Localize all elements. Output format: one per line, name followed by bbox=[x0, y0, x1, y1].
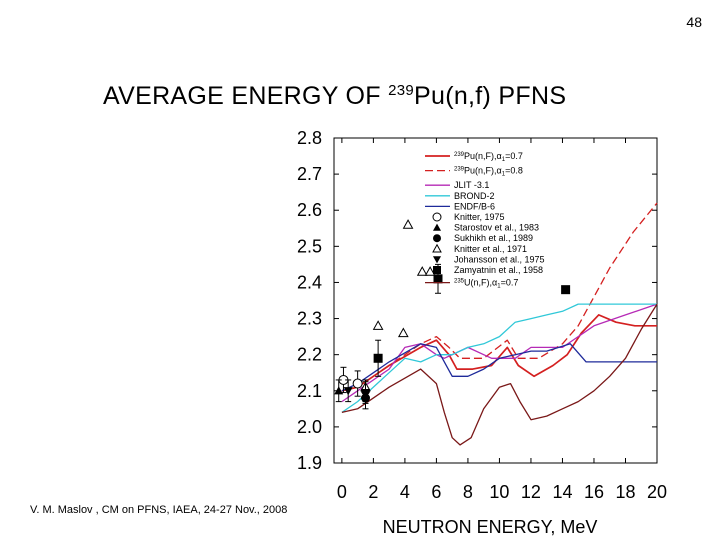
data-point bbox=[352, 378, 363, 389]
data-point bbox=[561, 285, 571, 295]
slide-title-sup: 239 bbox=[388, 82, 415, 99]
x-tick-label: 0 bbox=[337, 482, 347, 502]
plot-frame bbox=[333, 137, 658, 464]
legend-label: 235U(n,F),α1=0.7 bbox=[454, 278, 518, 290]
legend-label: Starostov et al., 1983 bbox=[454, 223, 539, 233]
legend-label: Johansson et al., 1975 bbox=[454, 254, 545, 264]
data-point bbox=[424, 266, 436, 276]
x-axis-title: NEUTRON ENERGY, MeV bbox=[383, 517, 598, 537]
legend-label: Knitter, 1975 bbox=[454, 212, 505, 222]
series-line bbox=[341, 314, 657, 392]
x-tick-label: 8 bbox=[463, 482, 473, 502]
series-line bbox=[341, 202, 658, 392]
x-tick-label: 14 bbox=[552, 482, 572, 502]
data-point bbox=[433, 256, 441, 264]
data-point bbox=[433, 223, 441, 231]
data-point bbox=[343, 387, 353, 396]
series-layer bbox=[341, 202, 658, 446]
legend-label: Zamyatnin et al., 1958 bbox=[454, 265, 543, 275]
data-point bbox=[397, 327, 409, 338]
y-tick-label: 2.2 bbox=[297, 345, 322, 365]
y-tick-label: 1.9 bbox=[297, 453, 322, 473]
data-point bbox=[373, 353, 383, 363]
x-tick-label: 10 bbox=[489, 482, 509, 502]
x-tick-label: 16 bbox=[584, 482, 604, 502]
legend-label: ENDF/B-6 bbox=[454, 201, 495, 211]
x-tick-label: 12 bbox=[521, 482, 541, 502]
data-point bbox=[433, 234, 441, 243]
axis-ticks: 1.9 2.0 2.1 2.2 2.3 2.4 2.5 2.6 2.7 2.8 0 2 4 6 8 10 12 1… bbox=[297, 128, 667, 502]
slide-number: 48 bbox=[686, 14, 702, 30]
legend-label: 239Pu(n,F),α1=0.7 bbox=[454, 151, 523, 163]
data-point bbox=[432, 212, 442, 222]
slide-title: AVERAGE ENERGY OF 239Pu(n,f) PFNS bbox=[103, 82, 566, 111]
y-tick-label: 2.1 bbox=[297, 381, 322, 401]
data-point bbox=[432, 243, 442, 253]
y-tick-label: 2.7 bbox=[297, 164, 322, 184]
footer-credit: V. M. Maslov , CM on PFNS, IAEA, 24-27 N… bbox=[30, 504, 288, 516]
data-point bbox=[416, 266, 428, 276]
y-tick-label: 2.0 bbox=[297, 417, 322, 437]
legend: 239Pu(n,F),α1=0.7 239Pu(n,F),α1=0.8 JLIT -… bbox=[425, 151, 545, 290]
legend-label: Knitter et al., 1971 bbox=[454, 244, 527, 254]
legend-label: Sukhikh et al., 1989 bbox=[454, 233, 533, 243]
legend-label: JLIT -3.1 bbox=[454, 180, 489, 190]
series-line bbox=[341, 343, 657, 392]
data-point bbox=[402, 219, 414, 229]
data-point bbox=[372, 320, 384, 330]
legend-label: BROND-2 bbox=[454, 191, 495, 201]
y-tick-label: 2.5 bbox=[297, 236, 322, 256]
data-point bbox=[433, 266, 441, 274]
legend-label: 239Pu(n,F),α1=0.8 bbox=[454, 166, 523, 178]
data-point bbox=[433, 274, 443, 284]
y-tick-label: 2.4 bbox=[297, 272, 322, 292]
y-tick-label: 2.3 bbox=[297, 309, 322, 329]
y-tick-label: 2.8 bbox=[297, 128, 322, 148]
x-tick-label: 20 bbox=[647, 482, 667, 502]
slide-title-main: AVERAGE ENERGY OF bbox=[103, 82, 389, 110]
marker-layer bbox=[334, 219, 571, 410]
x-tick-label: 18 bbox=[615, 482, 635, 502]
x-tick-label: 4 bbox=[400, 482, 410, 502]
x-tick-label: 6 bbox=[431, 482, 441, 502]
data-point bbox=[361, 388, 371, 398]
y-tick-label: 2.6 bbox=[297, 200, 322, 220]
slide-title-rest: Pu(n,f) PFNS bbox=[414, 82, 567, 110]
series-line bbox=[341, 303, 658, 446]
x-tick-label: 2 bbox=[368, 482, 378, 502]
data-point bbox=[334, 386, 344, 395]
series-line bbox=[341, 303, 657, 413]
